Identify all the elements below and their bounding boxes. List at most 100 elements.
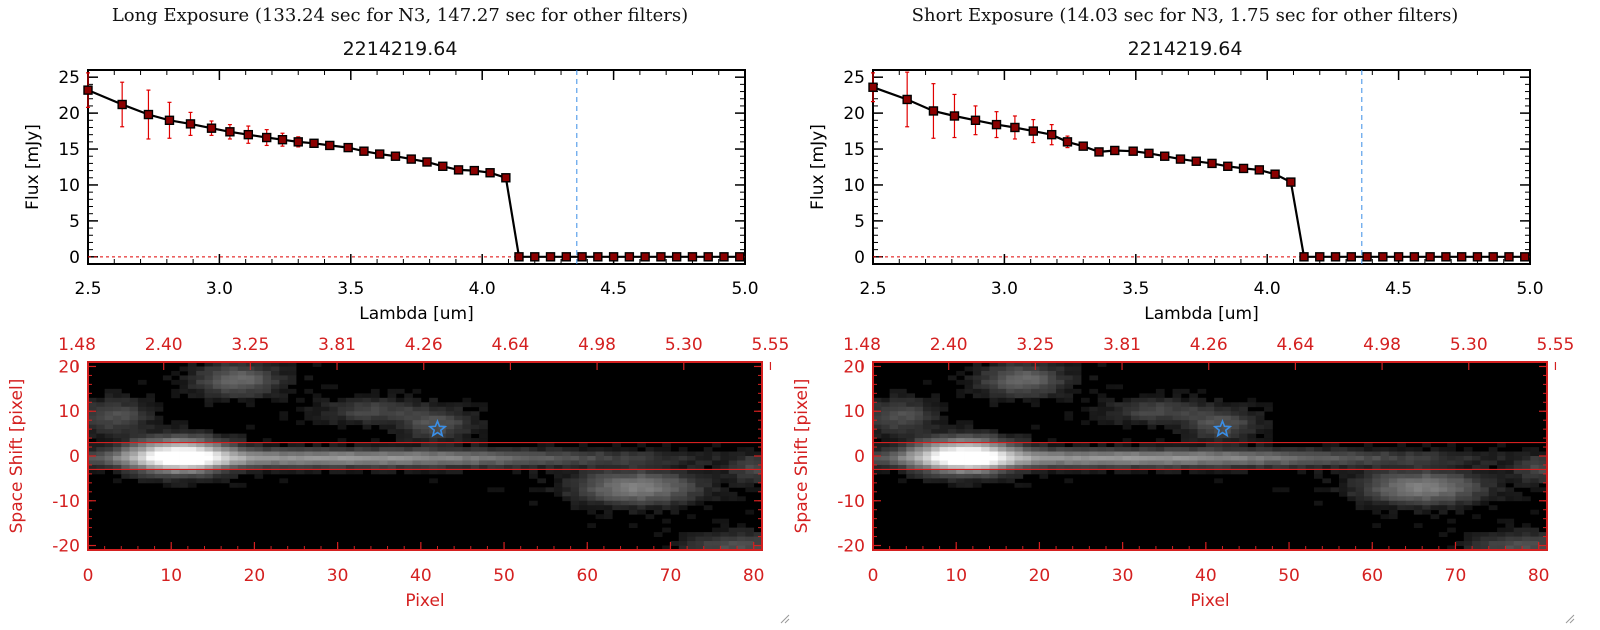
image-pixel [1513, 464, 1523, 470]
image-pixel [931, 393, 940, 399]
image-pixel [229, 433, 239, 439]
image-pixel [221, 375, 230, 381]
image-pixel [922, 456, 932, 461]
image-pixel [897, 411, 907, 417]
image-pixel [720, 496, 730, 502]
image-pixel [121, 451, 130, 457]
image-pixel [720, 456, 730, 461]
image-pixel [728, 482, 738, 488]
image-pixel [922, 402, 932, 408]
flux-data-point [1504, 252, 1514, 262]
flux-data-point [1110, 145, 1120, 156]
image-pixel [362, 402, 372, 408]
image-pixel [964, 388, 974, 394]
image-pixel [1463, 545, 1473, 551]
wavelength-tick-label: 4.26 [1190, 335, 1228, 355]
image-pixel [1338, 491, 1348, 497]
image-pixel [1322, 478, 1332, 484]
image-pixel [914, 402, 924, 408]
image-pixel [753, 456, 763, 461]
image-pixel [889, 406, 899, 412]
image-pixel [88, 406, 97, 412]
image-pixel [1363, 442, 1373, 448]
image-pixel [939, 402, 949, 408]
image-pixel [1438, 500, 1448, 506]
image-pixel [1105, 464, 1115, 470]
image-pixel [1488, 536, 1498, 542]
image-pixel [1230, 420, 1240, 426]
image-pixel [1405, 460, 1415, 466]
image-pixel [1289, 451, 1298, 457]
image-pixel [931, 420, 940, 426]
image-pixel [620, 473, 630, 479]
image-pixel [1380, 456, 1390, 461]
image-pixel [678, 505, 688, 511]
image-pixel [104, 447, 114, 452]
image-pixel [1155, 469, 1165, 475]
image-pixel [972, 482, 982, 488]
image-pixel [931, 469, 940, 475]
image-pixel [146, 473, 155, 479]
image-pixel [1530, 447, 1540, 452]
image-pixel [939, 456, 949, 461]
image-pixel [637, 491, 646, 497]
image-pixel [1347, 473, 1357, 479]
image-pixel [637, 451, 646, 457]
image-pixel [279, 393, 289, 399]
image-pixel [1172, 424, 1182, 430]
image-pixel [997, 438, 1007, 443]
image-pixel [1114, 464, 1124, 470]
image-pixel [429, 411, 438, 417]
image-pixel [104, 442, 114, 448]
shift-tick-label: -20 [837, 537, 865, 557]
image-pixel [1239, 442, 1248, 448]
image-pixel [914, 411, 924, 417]
y-tick-label: 15 [58, 140, 80, 160]
image-pixel [1497, 469, 1506, 475]
image-pixel [229, 442, 239, 448]
image-pixel [1314, 447, 1323, 452]
image-pixel [1189, 460, 1198, 466]
image-pixel [1064, 415, 1074, 421]
image-pixel [1505, 456, 1515, 461]
image-pixel [1205, 456, 1215, 461]
image-pixel [337, 442, 347, 448]
image-pixel [112, 402, 122, 408]
image-pixel [981, 451, 990, 457]
image-pixel [137, 424, 147, 430]
resize-grip-icon[interactable] [1563, 612, 1575, 624]
image-pixel [1105, 451, 1115, 457]
image-pixel [1047, 451, 1057, 457]
resize-grip-icon[interactable] [778, 612, 790, 624]
image-pixel [404, 415, 413, 421]
image-pixel [1047, 366, 1057, 372]
image-pixel [612, 473, 621, 479]
image-pixel [1413, 460, 1423, 466]
image-pixel [922, 442, 932, 448]
flux-data-point [1254, 165, 1265, 175]
image-pixel [1180, 464, 1190, 470]
image-pixel [196, 460, 205, 466]
image-pixel [312, 415, 322, 421]
image-pixel [1205, 442, 1215, 448]
image-pixel [997, 370, 1007, 376]
wavelength-tick-label: 3.25 [1016, 335, 1054, 355]
image-pixel [1255, 415, 1265, 421]
image-frame [872, 361, 1548, 551]
image-pixel [287, 388, 297, 394]
image-pixel [956, 424, 965, 430]
image-pixel [1180, 402, 1190, 408]
image-pixel [1105, 415, 1115, 421]
image-pixel [395, 451, 405, 457]
image-pixel [1447, 478, 1456, 484]
image-pixel [1405, 500, 1415, 506]
spectral-image [873, 362, 1548, 551]
image-pixel [620, 460, 630, 466]
image-pixel [262, 447, 272, 452]
image-pixel [1347, 469, 1357, 475]
image-pixel [395, 406, 405, 412]
x-axis-label: Lambda [um] [1144, 304, 1258, 324]
image-pixel [196, 442, 205, 448]
image-pixel [620, 456, 630, 461]
image-pixel [420, 429, 430, 435]
